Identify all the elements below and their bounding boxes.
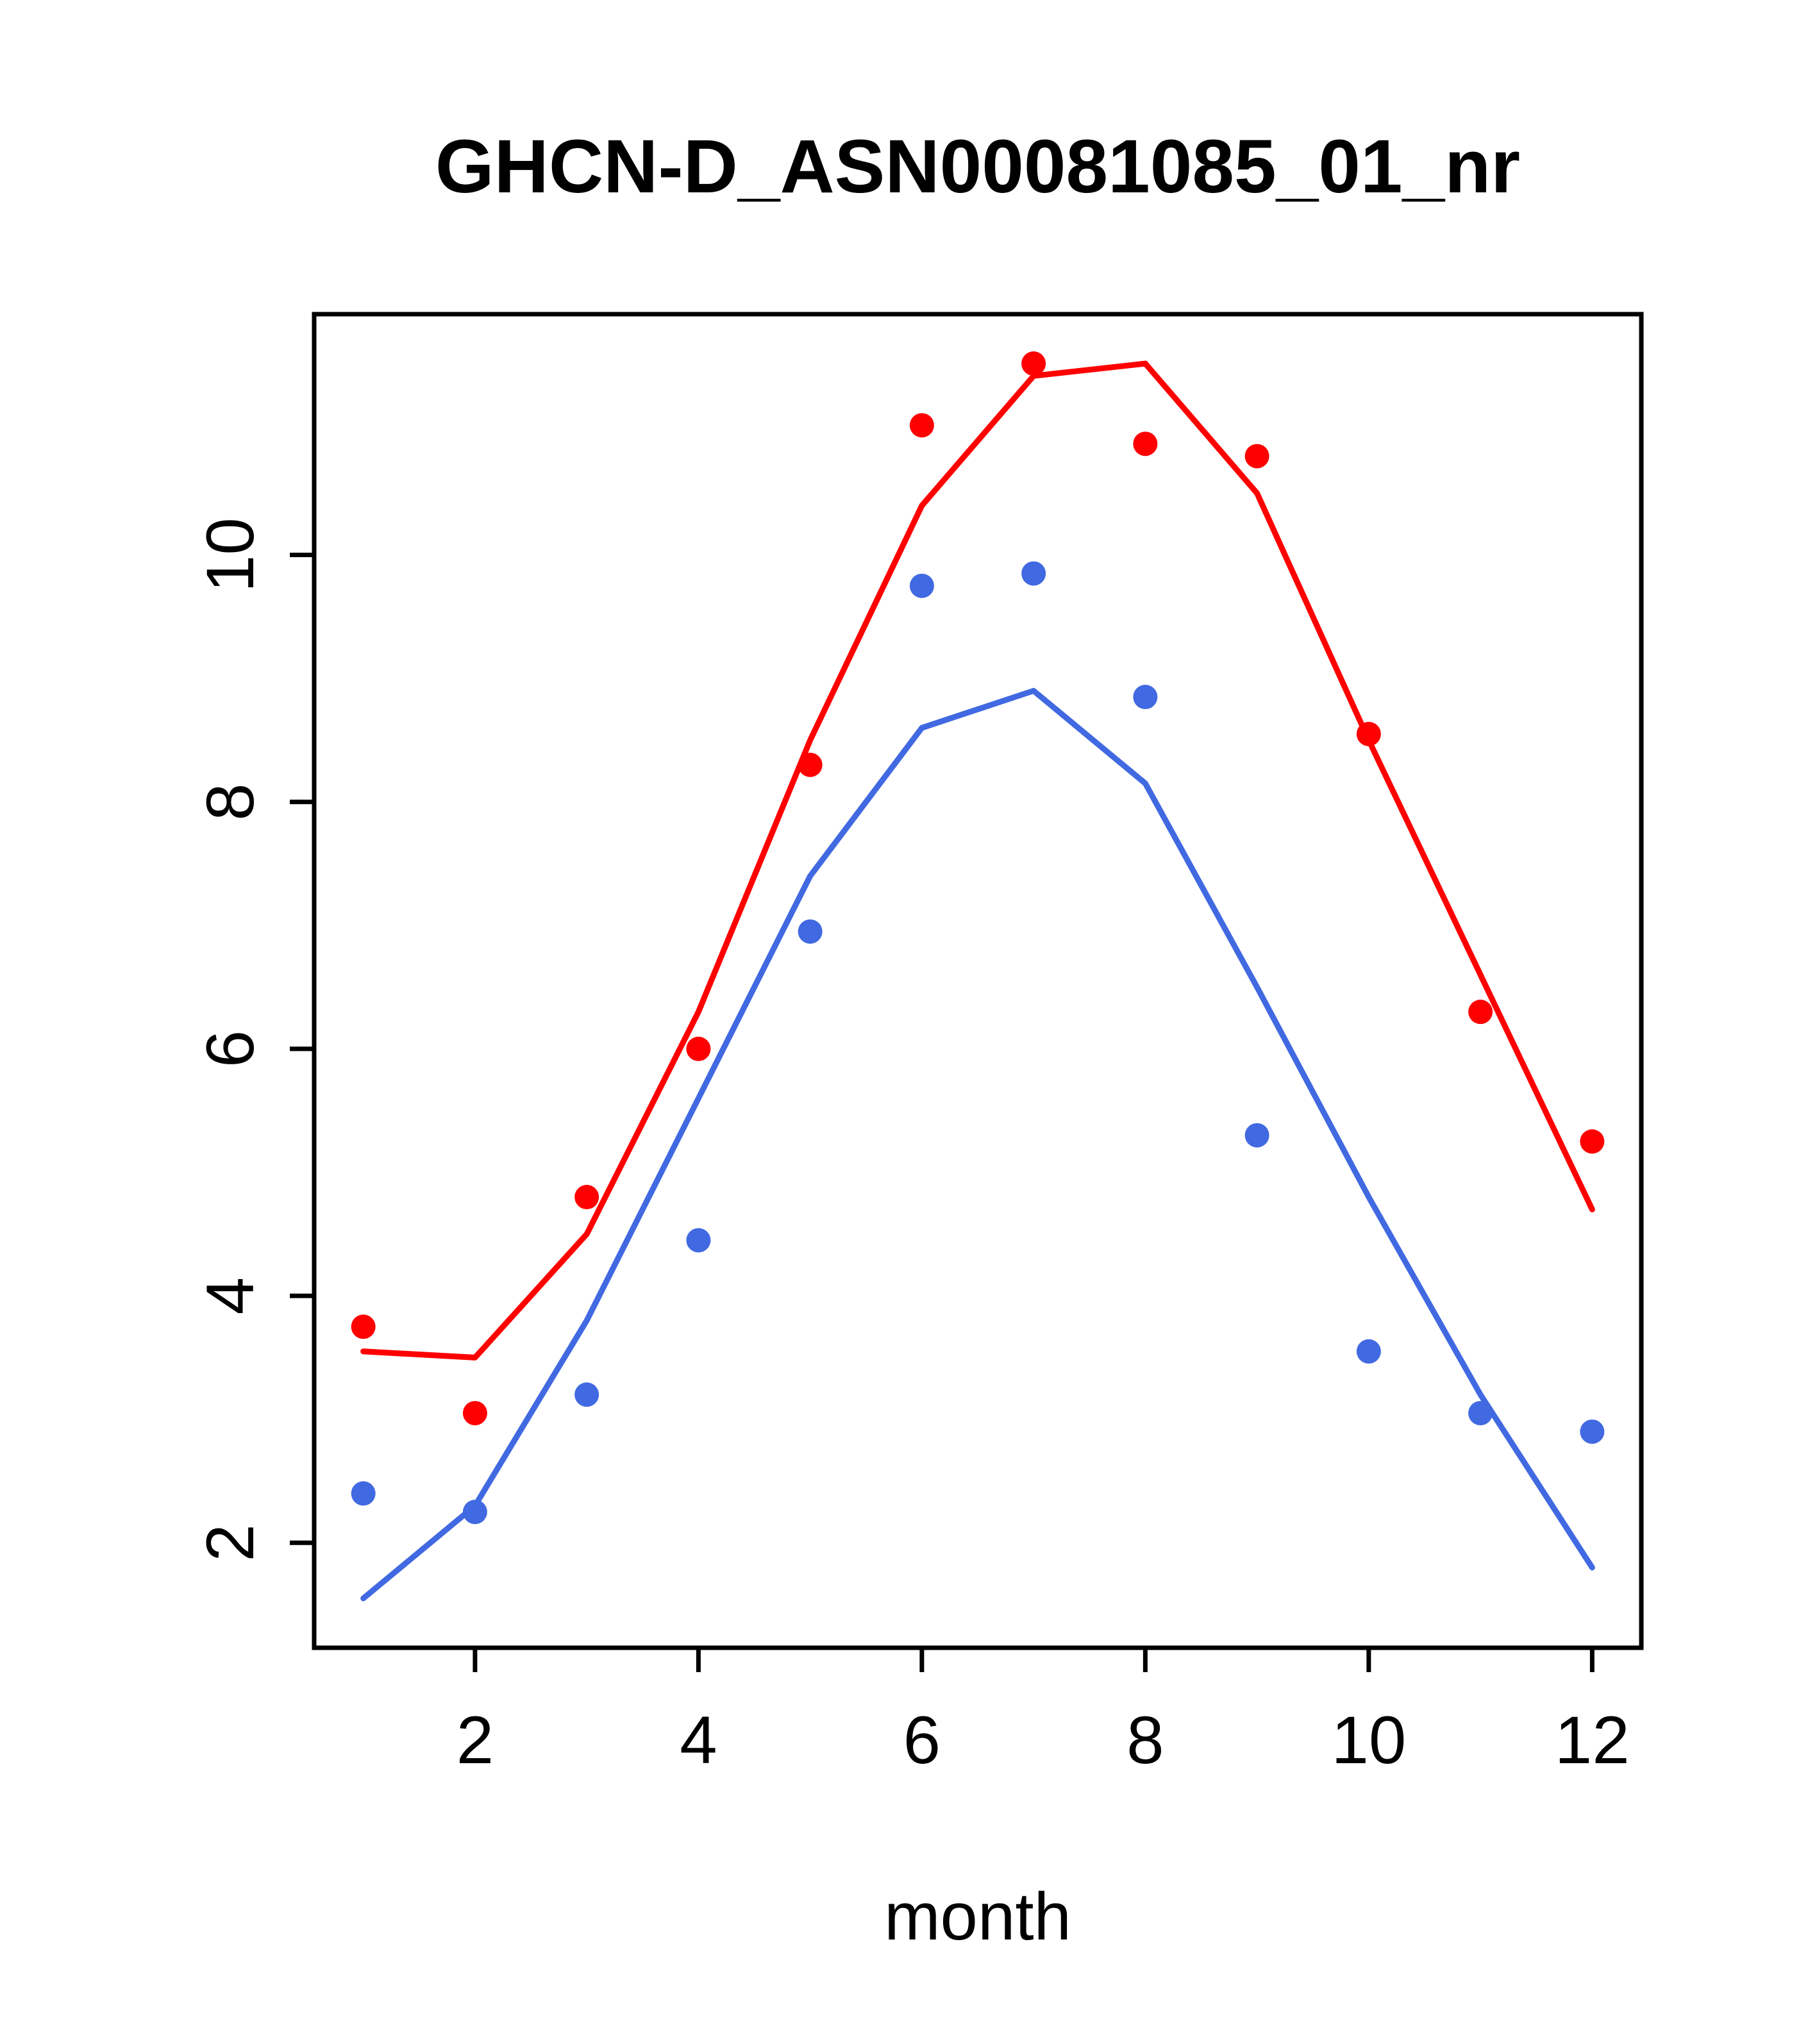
plot-box [312,312,1644,1650]
blue-points-marker [1356,1339,1381,1364]
blue-points-marker [1021,561,1046,586]
blue-points-marker [1468,1401,1493,1426]
red-points-marker [909,413,934,438]
x-tick-label: 6 [903,1703,941,1778]
blue-points-marker [462,1500,487,1525]
blue-points-marker [798,919,823,944]
blue-points-marker [1244,1123,1269,1148]
blue-points-marker [351,1481,376,1506]
blue-points-marker [909,573,934,598]
blue-line [360,687,1595,1602]
y-tick-label: 2 [193,1524,268,1561]
x-tick-label: 4 [680,1703,717,1778]
red-points-marker [1133,431,1158,457]
red-points-marker [686,1036,711,1061]
red-points-marker [1244,444,1269,469]
red-points-marker [1580,1129,1605,1154]
x-tick-label: 12 [1555,1703,1630,1778]
red-points-marker [351,1314,376,1339]
red-line [360,360,1595,1361]
red-points-marker [462,1401,487,1426]
x-tick-label: 2 [456,1703,494,1778]
blue-points-marker [574,1382,599,1407]
y-tick-label: 4 [193,1277,268,1314]
red-points-marker [574,1185,599,1210]
x-axis-title: month [884,1879,1071,1954]
x-tick-label: 8 [1126,1703,1164,1778]
chart-title: GHCN-D_ASN00081085_01_nr [435,124,1520,209]
red-points-marker [798,752,823,777]
red-points-marker [1356,721,1381,746]
y-tick-label: 6 [193,1030,268,1068]
y-tick-label: 10 [193,517,268,592]
red-points-marker [1468,1000,1493,1025]
x-tick-label: 10 [1331,1703,1406,1778]
blue-points-marker [1580,1419,1605,1444]
blue-points-marker [686,1228,711,1253]
y-tick-label: 8 [193,783,268,821]
red-points-marker [1021,351,1046,376]
blue-points-marker [1133,685,1158,710]
